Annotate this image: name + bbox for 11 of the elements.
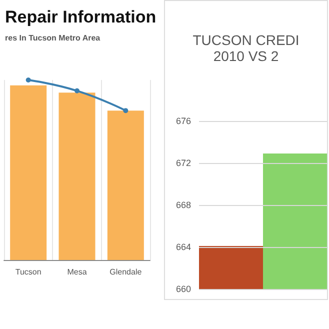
x-tick-label: Glendale bbox=[110, 268, 142, 276]
chart-title: Repair Information bbox=[5, 8, 156, 26]
chart-subtitle: res In Tucson Metro Area bbox=[5, 34, 101, 42]
x-tick-label: Mesa bbox=[67, 268, 88, 276]
y-tick-label: 664 bbox=[176, 242, 191, 252]
y-tick-label: 660 bbox=[176, 284, 191, 294]
y-tick-label: 672 bbox=[176, 158, 191, 168]
x-tick-label: Tucson bbox=[15, 268, 42, 276]
chart-title: TUCSON CREDI 2010 VS 2 bbox=[192, 32, 300, 64]
y-tick-label: 676 bbox=[176, 116, 191, 126]
y-tick-label: 668 bbox=[176, 200, 191, 210]
